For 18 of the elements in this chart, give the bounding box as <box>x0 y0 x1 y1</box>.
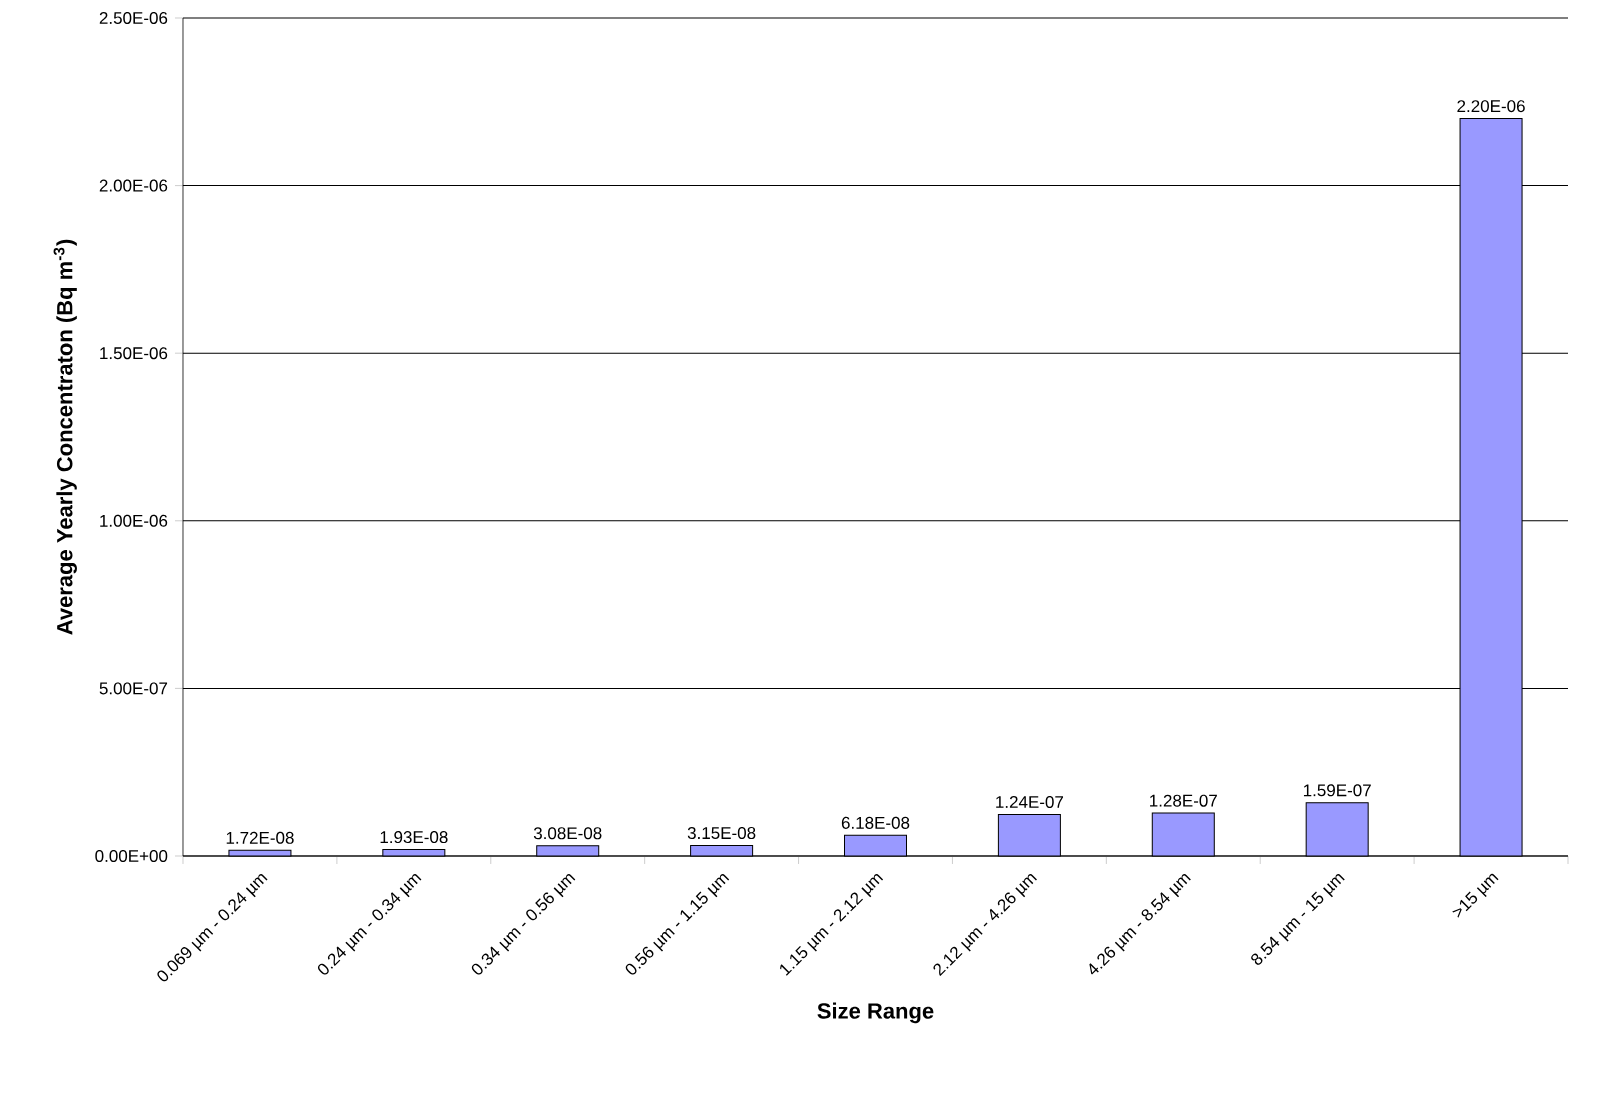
data-label: 3.15E-08 <box>687 827 756 840</box>
data-label: 2.20E-06 <box>1457 100 1525 113</box>
data-label: 1.24E-07 <box>996 796 1064 809</box>
y-tick-label: 2.50E-06 <box>99 11 168 24</box>
y-tick-label: 1.50E-06 <box>100 347 168 360</box>
y-tick-label: 2.00E-06 <box>99 179 168 192</box>
data-label: 1.59E-07 <box>1303 784 1371 797</box>
data-label: 1.72E-08 <box>226 831 294 844</box>
x-axis-title: Size Range <box>817 1002 934 1024</box>
y-tick-label: 5.00E-07 <box>99 682 168 695</box>
data-label: 6.18E-08 <box>841 816 910 829</box>
data-label: 1.28E-07 <box>1150 794 1217 807</box>
y-axis-title: Average Yearly Concentraton (Bq m$^{-3}$) <box>53 239 77 635</box>
y-tick-label: 1.00E-06 <box>100 514 168 527</box>
x-tick-label: >15 µm <box>1452 873 1499 918</box>
data-label: 1.93E-08 <box>380 831 448 844</box>
y-tick-label: 0.00E+00 <box>95 850 168 863</box>
data-label: 3.08E-08 <box>533 827 602 840</box>
